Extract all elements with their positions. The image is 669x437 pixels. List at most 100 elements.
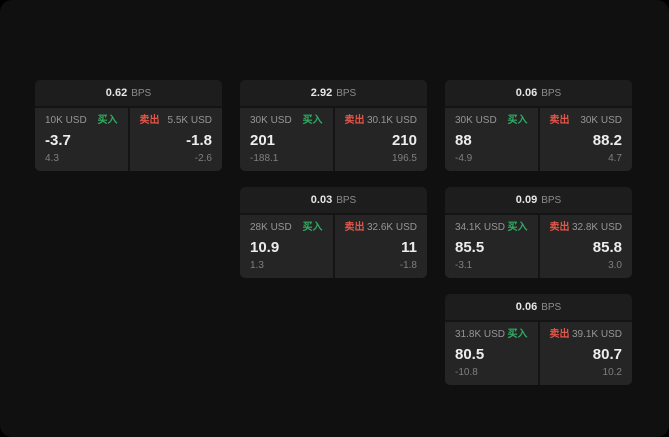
sell-panel[interactable]: 卖出 30.1K USD 210 196.5: [334, 108, 427, 171]
sell-panel-top: 卖出 39.1K USD: [550, 329, 623, 341]
buy-panel-top: 10K USD 买入: [45, 115, 118, 127]
buy-label: 买入: [302, 222, 323, 233]
buy-change: -4.9: [455, 153, 473, 164]
sell-label: 卖出: [139, 115, 160, 126]
sell-panel-top: 卖出 5.5K USD: [140, 115, 213, 127]
sell-panel-top: 卖出 30K USD: [550, 115, 623, 127]
sell-label: 卖出: [549, 115, 570, 126]
sell-panel-top: 卖出 32.8K USD: [550, 222, 623, 234]
buy-label: 买入: [97, 115, 118, 126]
buy-price: 88: [455, 132, 472, 149]
buy-change: 1.3: [250, 260, 264, 271]
buy-sell-panels: 28K USD 买入 10.9 1.3 卖出 32.6K USD 11 -1.8: [240, 215, 427, 278]
buy-size: 34.1K USD: [455, 222, 506, 233]
sell-label: 卖出: [344, 222, 365, 233]
quote-card: 0.06 BPS 30K USD 买入 88 -4.9 卖出 30K USD: [445, 80, 632, 171]
sell-label: 卖出: [344, 115, 365, 126]
sell-size: 32.6K USD: [366, 222, 417, 233]
sell-size: 32.8K USD: [571, 222, 622, 233]
sell-size: 30K USD: [580, 115, 622, 126]
bps-header: 0.62 BPS: [35, 80, 222, 106]
buy-panel-top: 30K USD 买入: [250, 115, 323, 127]
sell-change: 196.5: [391, 153, 417, 164]
buy-change: -188.1: [250, 153, 279, 164]
quote-card: 0.06 BPS 31.8K USD 买入 80.5 -10.8 卖出 39.1…: [445, 294, 632, 385]
buy-sell-panels: 30K USD 买入 88 -4.9 卖出 30K USD 88.2 4.7: [445, 108, 632, 171]
sell-size: 5.5K USD: [167, 115, 212, 126]
buy-panel[interactable]: 30K USD 买入 201 -188.1: [240, 108, 333, 171]
sell-panel-top: 卖出 32.6K USD: [345, 222, 418, 234]
bps-unit-label: BPS: [541, 194, 562, 206]
buy-price: -3.7: [45, 132, 71, 149]
sell-price: 11: [401, 239, 417, 256]
sell-change: -2.6: [194, 153, 212, 164]
sell-price: -1.8: [186, 132, 212, 149]
spread-bps-value: 2.92: [310, 87, 333, 99]
sell-price: 88.2: [592, 132, 622, 149]
buy-panel-top: 30K USD 买入: [455, 115, 528, 127]
buy-label: 买入: [302, 115, 323, 126]
buy-size: 10K USD: [45, 115, 87, 126]
sell-panel[interactable]: 卖出 39.1K USD 80.7 10.2: [539, 322, 632, 385]
bps-unit-label: BPS: [336, 194, 357, 206]
buy-panel-top: 31.8K USD 买入: [455, 329, 528, 341]
sell-size: 30.1K USD: [366, 115, 417, 126]
sell-panel[interactable]: 卖出 30K USD 88.2 4.7: [539, 108, 632, 171]
buy-panel[interactable]: 34.1K USD 买入 85.5 -3.1: [445, 215, 538, 278]
buy-sell-panels: 34.1K USD 买入 85.5 -3.1 卖出 32.8K USD 85.8…: [445, 215, 632, 278]
sell-size: 39.1K USD: [571, 329, 622, 340]
buy-panel-top: 28K USD 买入: [250, 222, 323, 234]
sell-price: 80.7: [592, 346, 622, 363]
buy-panel[interactable]: 30K USD 买入 88 -4.9: [445, 108, 538, 171]
buy-panel[interactable]: 28K USD 买入 10.9 1.3: [240, 215, 333, 278]
buy-label: 买入: [507, 329, 528, 340]
bps-header: 0.06 BPS: [445, 294, 632, 320]
sell-change: 4.7: [608, 153, 622, 164]
buy-size: 28K USD: [250, 222, 292, 233]
sell-panel-top: 卖出 30.1K USD: [345, 115, 418, 127]
bps-header: 0.09 BPS: [445, 187, 632, 213]
sell-change: 3.0: [608, 260, 622, 271]
spread-bps-value: 0.06: [515, 87, 538, 99]
bps-header: 0.06 BPS: [445, 80, 632, 106]
sell-panel[interactable]: 卖出 32.8K USD 85.8 3.0: [539, 215, 632, 278]
bps-unit-label: BPS: [131, 87, 152, 99]
buy-change: -10.8: [455, 367, 478, 378]
quote-cards-grid: 0.62 BPS 10K USD 买入 -3.7 4.3 卖出 5.5K USD: [35, 80, 632, 385]
quote-card: 0.09 BPS 34.1K USD 买入 85.5 -3.1 卖出 32.8K…: [445, 187, 632, 278]
buy-price: 80.5: [455, 346, 485, 363]
bps-unit-label: BPS: [336, 87, 357, 99]
sell-panel[interactable]: 卖出 5.5K USD -1.8 -2.6: [129, 108, 222, 171]
buy-panel-top: 34.1K USD 买入: [455, 222, 528, 234]
sell-panel[interactable]: 卖出 32.6K USD 11 -1.8: [334, 215, 427, 278]
buy-sell-panels: 31.8K USD 买入 80.5 -10.8 卖出 39.1K USD 80.…: [445, 322, 632, 385]
buy-price: 10.9: [250, 239, 280, 256]
buy-sell-panels: 30K USD 买入 201 -188.1 卖出 30.1K USD 210 1…: [240, 108, 427, 171]
sell-price: 210: [391, 132, 417, 149]
spread-bps-value: 0.09: [515, 194, 538, 206]
buy-price: 85.5: [455, 239, 485, 256]
sell-label: 卖出: [549, 329, 570, 340]
buy-label: 买入: [507, 222, 528, 233]
spread-bps-value: 0.03: [310, 194, 333, 206]
bps-header: 0.03 BPS: [240, 187, 427, 213]
buy-price: 201: [250, 132, 276, 149]
quote-card: 0.03 BPS 28K USD 买入 10.9 1.3 卖出 32.6K US…: [240, 187, 427, 278]
buy-panel[interactable]: 31.8K USD 买入 80.5 -10.8: [445, 322, 538, 385]
buy-panel[interactable]: 10K USD 买入 -3.7 4.3: [35, 108, 128, 171]
spread-bps-value: 0.62: [105, 87, 128, 99]
bps-unit-label: BPS: [541, 87, 562, 99]
buy-change: 4.3: [45, 153, 59, 164]
buy-label: 买入: [507, 115, 528, 126]
bps-header: 2.92 BPS: [240, 80, 427, 106]
buy-sell-panels: 10K USD 买入 -3.7 4.3 卖出 5.5K USD -1.8 -2.…: [35, 108, 222, 171]
buy-size: 30K USD: [455, 115, 497, 126]
buy-size: 30K USD: [250, 115, 292, 126]
sell-label: 卖出: [549, 222, 570, 233]
quote-card: 0.62 BPS 10K USD 买入 -3.7 4.3 卖出 5.5K USD: [35, 80, 222, 171]
buy-change: -3.1: [455, 260, 473, 271]
bps-unit-label: BPS: [541, 301, 562, 313]
sell-change: -1.8: [399, 260, 417, 271]
quote-card: 2.92 BPS 30K USD 买入 201 -188.1 卖出 30.1K …: [240, 80, 427, 171]
